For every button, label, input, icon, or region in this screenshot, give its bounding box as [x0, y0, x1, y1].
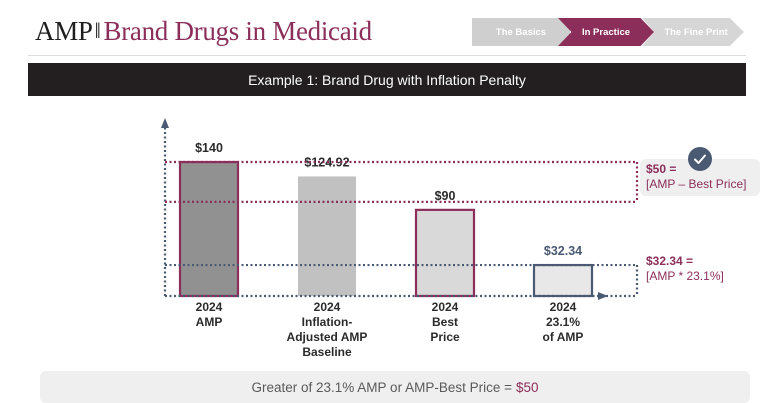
- app-logo: AMPǁ Brand Drugs in Medicaid: [35, 16, 372, 47]
- section-nav: The Basics The Fine Print In Practice: [472, 18, 744, 46]
- logo-prefix: AMP: [35, 16, 93, 46]
- category-label-0: 2024: [196, 300, 223, 314]
- category-label-3: of AMP: [543, 330, 584, 344]
- category-label-3: 23.1%: [546, 315, 580, 329]
- example-title: Example 1: Brand Drug with Inflation Pen…: [248, 71, 526, 88]
- category-label-3: 2024: [550, 300, 577, 314]
- logo-title: Brand Drugs in Medicaid: [103, 16, 373, 46]
- callout-formula: [AMP * 23.1%]: [646, 269, 724, 283]
- callout-23-percent-amp: $32.34 = [AMP * 23.1%]: [646, 254, 756, 284]
- nav-tab-the-basics[interactable]: The Basics: [472, 18, 570, 46]
- callout-formula: [AMP – Best Price]: [646, 177, 747, 191]
- check-icon: [688, 147, 712, 171]
- category-label-0: AMP: [196, 315, 223, 329]
- bar-0: [178, 160, 240, 298]
- callout-value: $32.34 =: [646, 254, 694, 268]
- category-label-2: Best: [432, 315, 458, 329]
- nav-tab-label: The Fine Print: [664, 26, 728, 38]
- category-label-1: 2024: [314, 300, 341, 314]
- category-label-1: Inflation-: [302, 315, 353, 329]
- x-axis-arrow: [598, 292, 608, 300]
- bar-2: [414, 208, 476, 298]
- value-label-3: $32.34: [544, 244, 582, 258]
- summary-banner: Greater of 23.1% AMP or AMP-Best Price =…: [40, 371, 750, 403]
- summary-text: Greater of 23.1% AMP or AMP-Best Price =: [251, 379, 512, 395]
- category-label-2: 2024: [432, 300, 459, 314]
- category-label-1: Baseline: [302, 345, 352, 359]
- nav-tab-label: In Practice: [581, 26, 631, 38]
- nav-tab-the-fine-print[interactable]: The Fine Print: [642, 18, 744, 46]
- nav-tab-label: The Basics: [495, 26, 547, 38]
- value-label-2: $90: [435, 189, 456, 203]
- category-label-2: Price: [430, 330, 460, 344]
- bar-1: [298, 176, 356, 296]
- header-divider: [28, 55, 746, 56]
- category-label-1: Adjusted AMP: [287, 330, 368, 344]
- callout-value: $50 =: [646, 162, 677, 176]
- value-label-0: $140: [195, 141, 223, 155]
- nav-tab-in-practice[interactable]: In Practice: [558, 18, 654, 46]
- bar-3: [532, 263, 594, 298]
- summary-result: $50: [515, 379, 539, 395]
- y-axis-arrow: [161, 118, 169, 128]
- logo-separator: ǁ: [94, 18, 101, 43]
- example-title-bar: Example 1: Brand Drug with Inflation Pen…: [28, 63, 746, 96]
